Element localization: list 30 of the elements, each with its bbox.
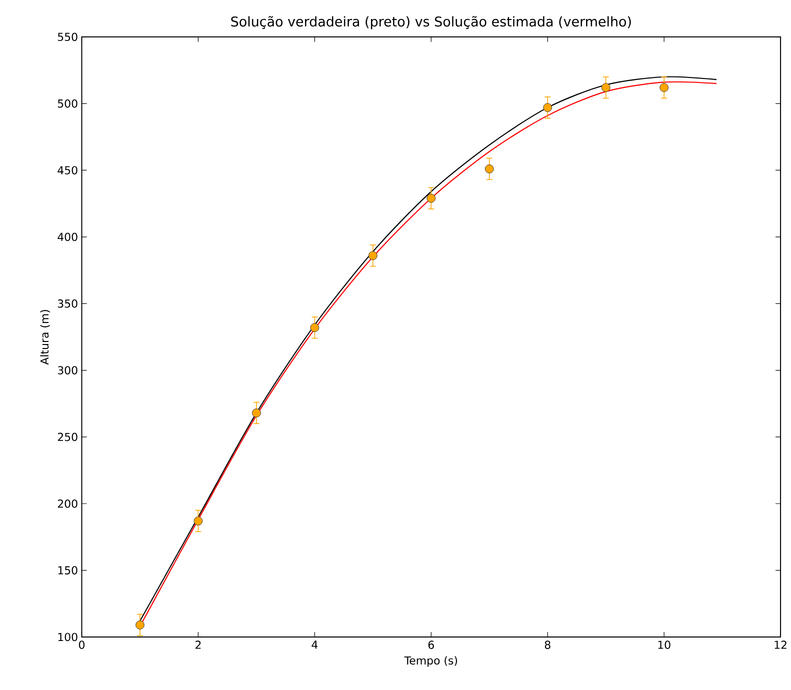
x-axis-title: Tempo (s) [404,656,458,667]
x-tick-label: 0 [78,640,85,650]
x-tick-label: 8 [544,640,550,650]
point [136,620,144,630]
point [194,516,203,526]
x-tick-label: 4 [312,640,318,649]
y-tick-label: 450 [58,166,78,174]
y-tick-label: 500 [58,99,78,108]
point [252,408,261,418]
y-tick-label: 250 [58,432,78,442]
y-tick-label: 100 [58,632,78,642]
y-tick-label: 150 [58,566,78,575]
y-tick-label: 200 [58,500,78,508]
point [368,251,378,260]
point [660,83,669,92]
x-tick-label: 6 [428,640,434,650]
point [484,164,494,174]
x-tick-label: 2 [196,640,201,649]
point [601,83,610,92]
x-tick-label: 10 [658,640,670,650]
y-tick-label: 550 [58,32,78,42]
x-tick-label: 12 [774,640,786,649]
point [310,323,320,332]
chart-title: Solução verdadeira (preto) vs Solução estimada (vermelho) [231,16,631,30]
point [543,103,552,112]
y-axis-title: Altura (m) [40,310,50,365]
y-tick-label: 300 [58,366,78,375]
y-tick-label: 350 [58,300,78,308]
point [426,194,436,203]
y-tick-label: 400 [58,232,78,242]
